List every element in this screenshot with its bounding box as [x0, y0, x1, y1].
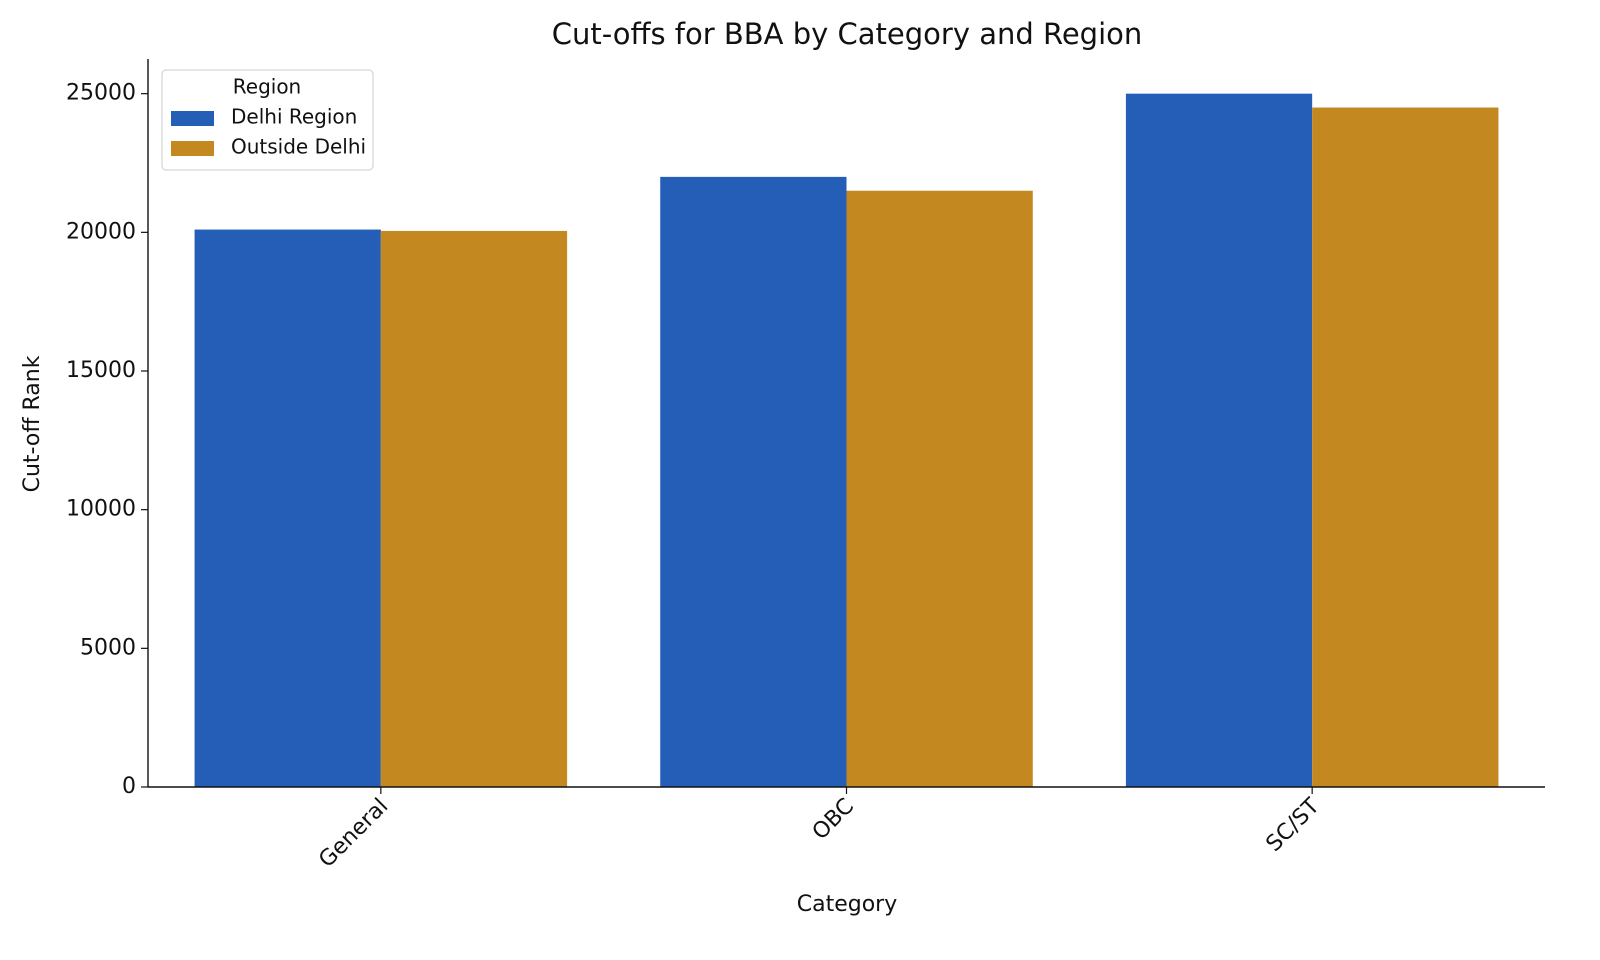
bar [1312, 107, 1499, 788]
bar [1125, 93, 1313, 787]
y-tick-label: 0 [122, 774, 136, 799]
bar [660, 176, 847, 787]
chart-title: Cut-offs for BBA by Category and Region [552, 17, 1143, 51]
y-axis-label: Cut-off Rank [20, 355, 45, 492]
legend-swatch [171, 111, 214, 126]
legend-label: Outside Delhi [231, 135, 366, 159]
x-axis-label: Category [797, 892, 898, 917]
y-tick-label: 15000 [66, 358, 136, 383]
bar [194, 229, 381, 787]
legend-title: Region [233, 75, 301, 99]
legend-swatch [171, 141, 214, 156]
y-tick-label: 5000 [80, 635, 136, 660]
y-tick-label: 20000 [66, 219, 136, 244]
bar [380, 230, 568, 788]
legend-label: Delhi Region [231, 105, 357, 129]
legend-box [161, 69, 374, 171]
y-tick-label: 25000 [66, 81, 136, 106]
bar [846, 190, 1033, 787]
y-tick-label: 10000 [66, 497, 136, 522]
